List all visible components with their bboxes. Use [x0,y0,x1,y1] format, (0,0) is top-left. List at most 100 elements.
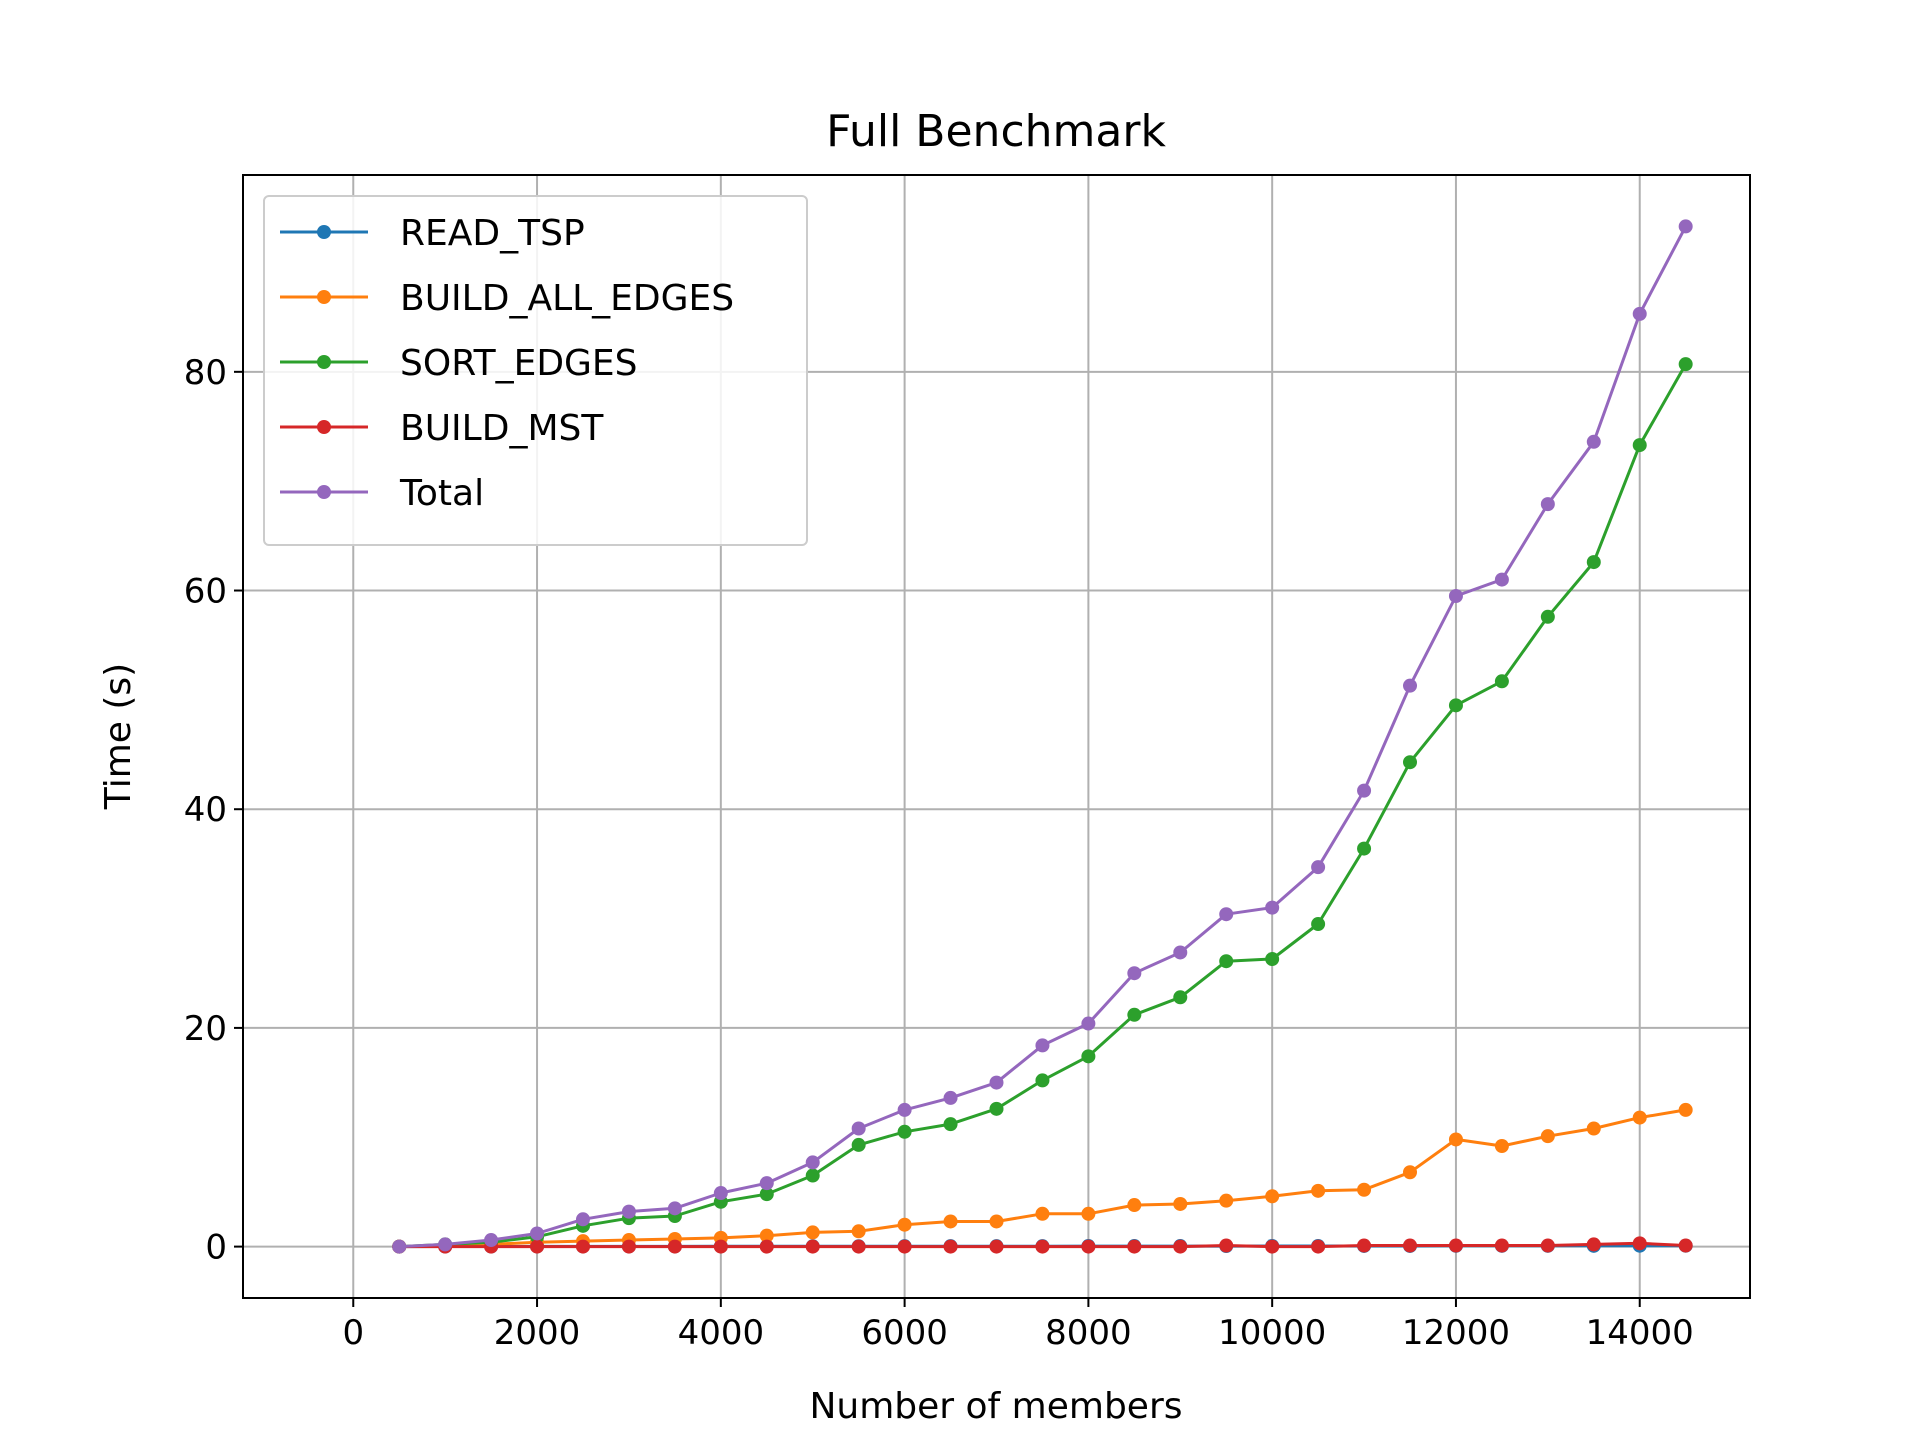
data-point-sort-edges [1494,674,1509,689]
data-point-build-mst [805,1239,820,1254]
data-point-build-mst [1632,1236,1647,1251]
data-point-build-mst [1586,1237,1601,1252]
data-point-total [1448,588,1463,603]
data-point-build-all-edges [1448,1132,1463,1147]
data-point-total [392,1239,407,1254]
data-point-build-mst [621,1239,636,1254]
data-point-build-mst [713,1239,728,1254]
data-point-build-all-edges [1035,1206,1050,1221]
data-point-total [438,1237,453,1252]
legend-item-build-mst: BUILD_MST [280,408,604,449]
data-point-total [1219,907,1234,922]
data-point-sort-edges [989,1101,1004,1116]
data-point-build-mst [1173,1239,1188,1254]
series-total [392,219,1693,1254]
data-point-total [713,1186,728,1201]
data-point-build-mst [1265,1239,1280,1254]
data-point-sort-edges [1219,954,1234,969]
data-point-total [989,1075,1004,1090]
data-point-total [667,1201,682,1216]
data-point-build-mst [1403,1238,1418,1253]
data-point-build-mst [667,1239,682,1254]
data-point-total [530,1226,545,1241]
data-point-total [1035,1038,1050,1053]
legend-label: Total [399,473,484,514]
data-point-build-mst [1448,1238,1463,1253]
data-point-build-mst [1540,1238,1555,1253]
y-tick-label: 60 [184,572,227,612]
data-point-build-all-edges [1265,1189,1280,1204]
data-point-build-all-edges [805,1225,820,1240]
chart-title: Full Benchmark [826,106,1166,157]
data-point-total [1632,306,1647,321]
data-point-total [1494,572,1509,587]
legend-swatch-marker [317,290,331,304]
data-point-sort-edges [1127,1007,1142,1022]
data-point-build-mst [1127,1239,1142,1254]
legend-swatch-marker [317,420,331,434]
y-tick-label: 20 [184,1009,227,1049]
data-point-build-all-edges [989,1214,1004,1229]
data-point-build-mst [1357,1238,1372,1253]
data-point-build-all-edges [1219,1193,1234,1208]
x-tick-label: 12000 [1402,1313,1510,1353]
x-tick-label: 4000 [678,1313,765,1353]
data-point-build-all-edges [1632,1110,1647,1125]
data-point-total [1357,783,1372,798]
data-point-sort-edges [1035,1073,1050,1088]
x-tick-label: 0 [342,1313,364,1353]
legend-item-total: Total [280,473,484,514]
plot-frame [242,174,1751,1299]
data-point-build-mst [575,1239,590,1254]
data-point-total [759,1176,774,1191]
data-point-sort-edges [1448,698,1463,713]
data-point-build-all-edges [1494,1139,1509,1154]
data-point-total [943,1090,958,1105]
data-point-total [1678,219,1693,234]
y-axis-label: Time (s) [98,663,139,810]
data-point-build-mst [897,1239,912,1254]
data-point-total [1081,1016,1096,1031]
data-point-total [1586,434,1601,449]
data-point-build-mst [1678,1238,1693,1253]
data-point-sort-edges [1311,917,1326,932]
data-point-build-all-edges [1311,1183,1326,1198]
data-point-build-all-edges [897,1217,912,1232]
data-point-sort-edges [943,1117,958,1132]
data-point-sort-edges [805,1168,820,1183]
legend-swatch-marker [317,225,331,239]
legend-label: SORT_EDGES [400,343,638,384]
data-point-build-all-edges [1357,1182,1372,1197]
data-point-sort-edges [1540,609,1555,624]
data-point-total [1540,497,1555,512]
legend-item-build-all-edges: BUILD_ALL_EDGES [280,278,734,319]
data-point-build-all-edges [1081,1206,1096,1221]
data-point-build-mst [1035,1239,1050,1254]
data-point-total [1311,860,1326,875]
x-tick-label: 6000 [861,1313,948,1353]
data-point-total [484,1233,499,1248]
x-tick-label: 2000 [494,1313,581,1353]
data-point-sort-edges [1586,555,1601,570]
y-tick-label: 0 [205,1228,227,1268]
data-point-sort-edges [1357,841,1372,856]
data-point-build-all-edges [1586,1121,1601,1136]
data-point-total [621,1204,636,1219]
data-point-sort-edges [1403,755,1418,770]
data-point-build-mst [1494,1238,1509,1253]
data-point-total [1173,945,1188,960]
data-point-build-all-edges [1173,1196,1188,1211]
x-tick-label: 14000 [1586,1313,1694,1353]
data-point-total [1403,678,1418,693]
data-point-build-mst [989,1239,1004,1254]
legend-item-sort-edges: SORT_EDGES [280,343,638,384]
legend-box [263,195,808,546]
legend-swatch-marker [317,485,331,499]
axis-ticks: 0 2000 4000 6000 8000 10000 12000 14000 0 20 40 60 8… [184,353,1694,1353]
legend: READ_TSP BUILD_ALL_EDGES SORT_EDGES BUILD_M… [263,195,808,546]
data-point-sort-edges [1632,438,1647,453]
x-tick-label: 8000 [1045,1313,1132,1353]
data-point-sort-edges [1173,990,1188,1005]
data-point-sort-edges [1678,357,1693,372]
